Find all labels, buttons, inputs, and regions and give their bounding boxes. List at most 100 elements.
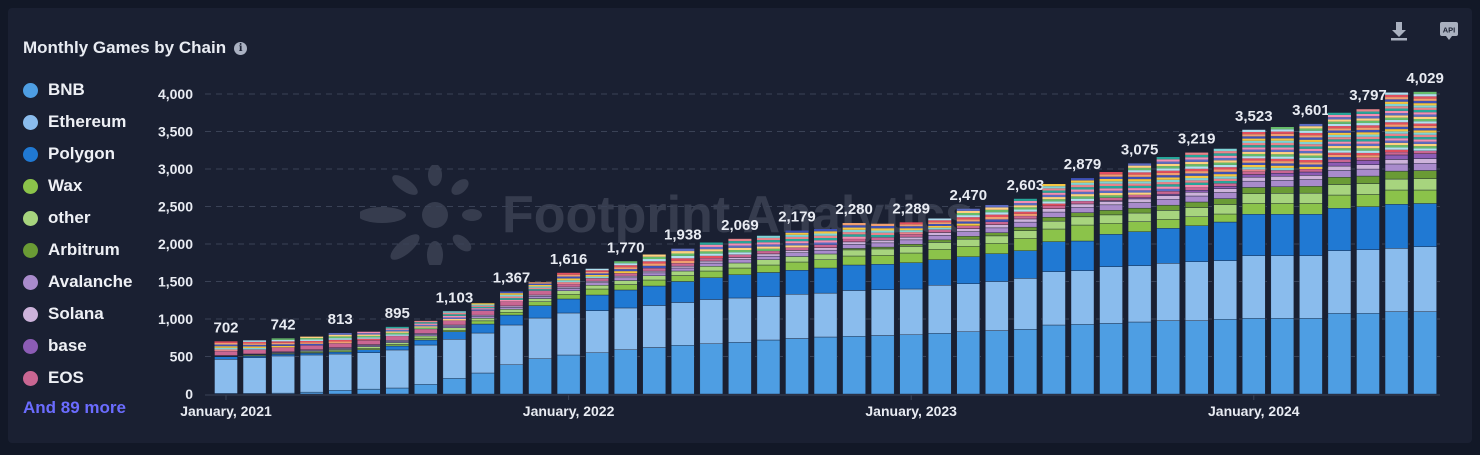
bar-segment-avalanche <box>842 244 866 249</box>
bar-segment-other-chain <box>956 223 980 226</box>
bar-segment-other-chain <box>728 243 752 246</box>
bar-segment-wax <box>1327 194 1352 209</box>
bar-segment-other <box>1384 178 1409 191</box>
bar-segment-other-chain <box>1185 159 1209 162</box>
bar-segment-wax <box>1413 189 1437 204</box>
bar-segment-ethereum <box>328 353 352 391</box>
bar-segment-other-chain <box>728 252 752 255</box>
bar-segment-other-chain <box>1213 178 1237 182</box>
legend-item-polygon[interactable]: Polygon <box>23 138 132 170</box>
y-tick-label: 1,000 <box>158 311 193 327</box>
bar-segment-wax <box>728 267 752 275</box>
bar-segment-other <box>785 256 809 263</box>
bar-segment-other-chain <box>1299 148 1323 151</box>
bar-segment-wax <box>1242 203 1266 215</box>
api-icon[interactable]: API <box>1438 20 1460 42</box>
bar-segment-other-chain <box>243 346 267 348</box>
bar-segment-eos <box>1156 190 1180 195</box>
bar-segment-arbitrum <box>842 248 866 251</box>
bar-segment-other-chain <box>1385 129 1409 132</box>
bar-segment-other-chain <box>871 232 895 235</box>
total-data-label: 3,219 <box>1178 131 1216 148</box>
bar-segment-other-chain <box>1042 192 1066 195</box>
bar-segment-avalanche <box>1327 170 1352 178</box>
bar-segment-other-chain <box>1042 194 1066 198</box>
total-data-label: 2,879 <box>1064 156 1102 173</box>
legend-item-avalanche[interactable]: Avalanche <box>23 266 132 298</box>
bar-segment-other-chain <box>1413 123 1437 126</box>
bar-segment-other-chain <box>1299 130 1323 133</box>
bar-segment-eos <box>671 262 695 267</box>
bar-segment-other-chain <box>814 238 838 241</box>
bar-segment-ethereum <box>1099 266 1123 324</box>
bar-segment-solana <box>813 247 838 251</box>
bar-segment-other-chain <box>1013 207 1037 210</box>
bar-segment-ethereum <box>357 352 381 390</box>
bar-segment-wax <box>1127 221 1152 232</box>
bar-segment-other-chain <box>814 229 838 232</box>
legend-label: BNB <box>48 80 85 99</box>
bar-segment-ethereum <box>1413 246 1437 312</box>
bar-segment-polygon <box>414 339 438 346</box>
bar-segment-other <box>1327 184 1352 196</box>
bar-segment-other-chain <box>214 342 238 345</box>
total-data-label: 3,601 <box>1292 102 1330 119</box>
bar-segment-wax <box>842 255 866 266</box>
bar-segment-ethereum <box>271 355 295 394</box>
legend-item-base[interactable]: base <box>23 330 132 362</box>
bar-segment-other-chain <box>614 261 638 264</box>
bar-segment-ethereum <box>1213 260 1237 320</box>
bar-segment-other-chain <box>871 226 895 229</box>
bar-segment-other-chain <box>842 227 866 230</box>
bar-segment-other-chain <box>1242 167 1266 170</box>
legend-item-bnb[interactable]: BNB <box>23 74 132 106</box>
bar-segment-other-chain <box>1327 137 1351 140</box>
bar-segment-polygon <box>357 349 381 353</box>
download-icon[interactable] <box>1388 20 1410 42</box>
bar-segment-polygon <box>214 356 238 360</box>
bar-segment-avalanche <box>756 255 781 260</box>
bar-segment-other-chain <box>471 304 495 306</box>
bar-segment-other-chain <box>1042 203 1066 206</box>
bar-segment-other-chain <box>328 333 352 335</box>
bar-segment-avalanche <box>471 316 495 319</box>
bar-segment-other-chain <box>471 303 495 305</box>
bar-segment-other-chain <box>785 243 809 246</box>
bar-segment-other <box>328 349 352 352</box>
bar-segment-other-chain <box>271 344 295 346</box>
bar-segment-other-chain <box>985 205 1009 208</box>
bar-segment-wax <box>1356 194 1380 207</box>
bar-segment-ethereum <box>1327 250 1352 314</box>
info-icon[interactable]: i <box>234 41 248 55</box>
bar-segment-other-chain <box>956 221 980 224</box>
y-tick-label: 2,000 <box>158 236 193 252</box>
bar-segment-other-chain <box>1242 147 1266 150</box>
bar-segment-bnb <box>1156 320 1180 395</box>
bar-segment-avalanche <box>1099 204 1123 211</box>
legend-more-link[interactable]: And 89 more <box>23 398 126 417</box>
legend-label: Wax <box>48 176 83 195</box>
bar-segment-other-chain <box>1327 119 1351 122</box>
bar-segment-eos <box>1270 169 1295 174</box>
legend-item-eos[interactable]: EOS <box>23 362 132 394</box>
legend-item-solana[interactable]: Solana <box>23 298 132 330</box>
bar-segment-other-chain <box>1299 159 1323 163</box>
bar-segment-other-chain <box>1156 168 1180 171</box>
bar-segment-polygon <box>556 298 581 314</box>
bar-segment-other-chain <box>1413 100 1437 104</box>
bar-segment-avalanche <box>1356 168 1380 177</box>
bar-segment-other-chain <box>671 248 695 252</box>
bar-segment-other-chain <box>471 305 495 307</box>
legend-item-wax[interactable]: Wax <box>23 170 132 202</box>
legend-item-arbitrum[interactable]: Arbitrum <box>23 234 132 266</box>
bar-segment-other-chain <box>1356 116 1380 119</box>
bar-segment-other-chain <box>1242 149 1266 152</box>
bar-segment-other-chain <box>1385 131 1409 134</box>
legend-item-ethereum[interactable]: Ethereum <box>23 106 132 138</box>
bar-segment-solana <box>585 280 609 283</box>
bar-segment-other-chain <box>1327 130 1351 133</box>
legend-label: Avalanche <box>48 272 133 291</box>
bar-segment-bnb <box>1384 311 1409 395</box>
bar-segment-other-chain <box>1413 103 1437 106</box>
legend-item-other[interactable]: other <box>23 202 132 234</box>
